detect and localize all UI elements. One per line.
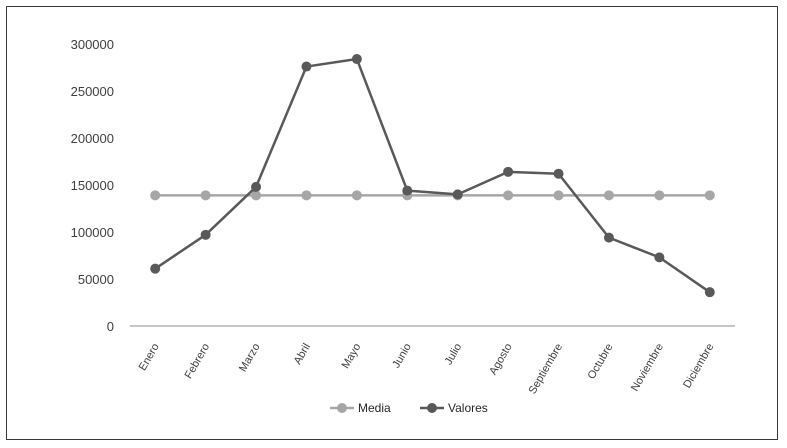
x-tick-label: Octubre <box>586 342 616 382</box>
data-point <box>301 61 312 72</box>
y-tick-label: 100000 <box>71 225 114 240</box>
data-point <box>251 190 262 201</box>
x-tick-label: Agosto <box>487 342 515 378</box>
x-tick-label: Febrero <box>183 342 213 381</box>
chart-frame <box>6 6 778 440</box>
x-tick-label: Marzo <box>237 342 263 374</box>
y-tick-label: 300000 <box>71 37 114 52</box>
x-tick-label: Mayo <box>340 342 364 371</box>
data-point <box>301 190 312 201</box>
x-tick-label: Junio <box>390 342 414 371</box>
legend-marker-0 <box>337 403 347 413</box>
y-tick-label: 250000 <box>71 84 114 99</box>
data-point <box>603 190 614 201</box>
data-point <box>452 189 463 200</box>
data-point <box>150 263 161 274</box>
series-line-1 <box>154 57 711 294</box>
y-tick-label: 150000 <box>71 178 114 193</box>
x-tick-label: Septiembre <box>527 342 566 397</box>
data-point <box>200 229 211 240</box>
y-tick-label: 50000 <box>78 272 114 287</box>
data-point <box>704 287 715 298</box>
data-point <box>503 166 514 177</box>
data-point <box>150 190 161 201</box>
data-point <box>351 190 362 201</box>
y-tick-label: 0 <box>107 319 114 334</box>
legend-label-0: Media <box>358 401 391 415</box>
data-point <box>200 190 211 201</box>
data-point <box>503 190 514 201</box>
legend-label-1: Valores <box>448 401 488 415</box>
x-tick-label: Enero <box>137 342 162 373</box>
data-point <box>654 190 665 201</box>
data-point <box>402 185 413 196</box>
data-point <box>553 168 564 179</box>
x-tick-label: Diciembre <box>681 342 716 391</box>
data-point <box>603 232 614 243</box>
x-tick-label: Julio <box>443 342 465 368</box>
data-point <box>704 190 715 201</box>
y-tick-label: 200000 <box>71 131 114 146</box>
x-tick-label: Noviembre <box>629 342 666 394</box>
data-point <box>251 181 262 192</box>
data-point <box>553 190 564 201</box>
x-tick-label: Abril <box>292 342 313 367</box>
data-point <box>654 252 665 263</box>
legend-marker-1 <box>427 403 437 413</box>
data-point <box>351 54 362 65</box>
